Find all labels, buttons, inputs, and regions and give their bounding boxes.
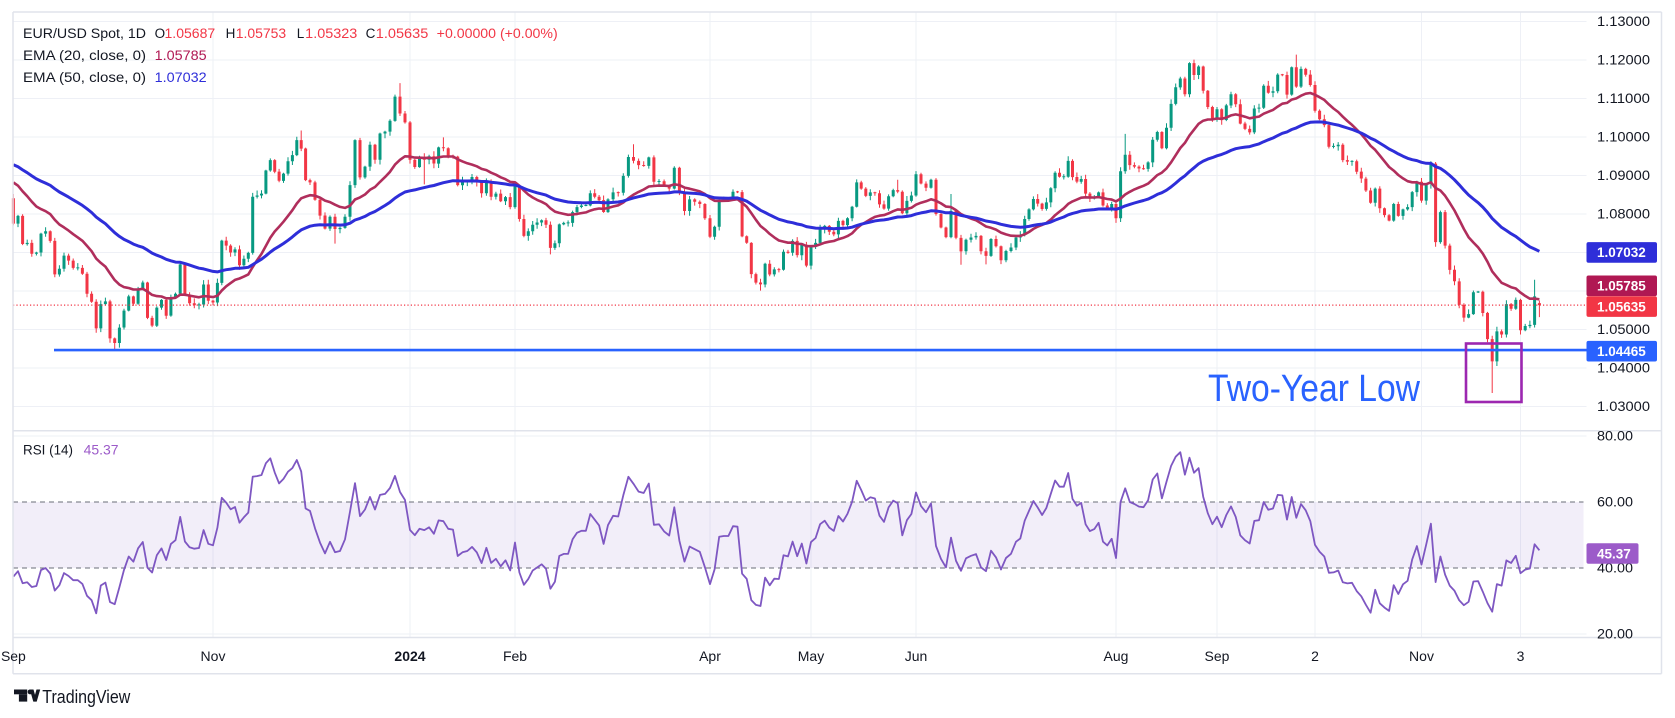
svg-text:60.00: 60.00 [1597,495,1633,510]
svg-text:C: C [366,26,376,41]
svg-text:1.08000: 1.08000 [1597,207,1650,222]
svg-text:Nov: Nov [1409,648,1434,664]
svg-text:1.05635: 1.05635 [1597,299,1646,314]
svg-text:TradingView: TradingView [42,686,131,707]
svg-text:45.37: 45.37 [84,443,119,458]
svg-text:1.04465: 1.04465 [1597,344,1646,359]
svg-text:Jun: Jun [905,648,928,664]
svg-text:1.09000: 1.09000 [1597,168,1650,183]
svg-text:May: May [798,648,824,664]
svg-text:80.00: 80.00 [1597,429,1633,444]
svg-text:Sep: Sep [1,648,26,664]
svg-text:O: O [155,26,166,41]
svg-text:Feb: Feb [503,648,527,664]
svg-text:L: L [297,26,305,41]
svg-text:1.04000: 1.04000 [1597,361,1650,376]
svg-text:EMA (20, close, 0): EMA (20, close, 0) [23,48,146,63]
svg-text:1.07032: 1.07032 [1597,245,1646,260]
svg-text:RSI (14): RSI (14) [23,443,73,458]
svg-text:1.05000: 1.05000 [1597,322,1650,337]
svg-text:EUR/USD Spot, 1D: EUR/USD Spot, 1D [23,26,146,41]
svg-text:3: 3 [1517,648,1525,664]
svg-text:Nov: Nov [201,648,226,664]
svg-text:1.11000: 1.11000 [1597,91,1650,106]
svg-text:1.03000: 1.03000 [1597,399,1650,414]
svg-text:1.07032: 1.07032 [155,70,207,85]
svg-text:2: 2 [1311,648,1319,664]
svg-text:Sep: Sep [1205,648,1230,664]
svg-text:1.13000: 1.13000 [1597,14,1650,29]
svg-text:EMA (50, close, 0): EMA (50, close, 0) [23,70,146,85]
svg-text:2024: 2024 [394,648,425,664]
svg-text:1.05753: 1.05753 [236,26,286,41]
svg-text:Two-Year Low: Two-Year Low [1208,368,1420,410]
svg-text:1.05785: 1.05785 [155,48,207,63]
svg-text:Aug: Aug [1104,648,1129,664]
svg-text:1.05323: 1.05323 [305,26,357,41]
svg-text:45.37: 45.37 [1597,546,1631,561]
svg-text:1.12000: 1.12000 [1597,53,1650,68]
svg-text:1.05687: 1.05687 [165,26,216,41]
svg-text:1.05785: 1.05785 [1597,279,1646,294]
svg-text:1.10000: 1.10000 [1597,130,1650,145]
svg-text:H: H [226,26,236,41]
svg-text:40.00: 40.00 [1597,561,1633,576]
svg-text:Apr: Apr [699,648,721,664]
svg-text:+0.00000 (+0.00%): +0.00000 (+0.00%) [437,26,558,41]
svg-text:1.05635: 1.05635 [376,26,429,41]
svg-text:20.00: 20.00 [1597,627,1633,642]
